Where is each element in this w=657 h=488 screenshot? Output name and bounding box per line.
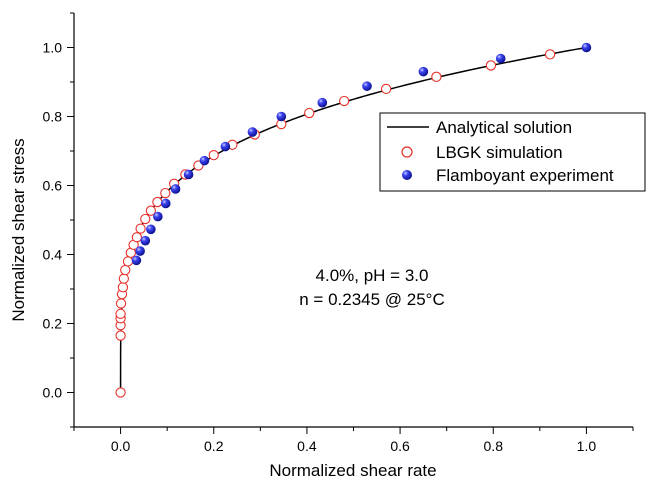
lbgk-point xyxy=(145,205,157,216)
lbgk-point xyxy=(122,256,134,267)
x-tick-label: 0.8 xyxy=(484,438,504,454)
x-tick-label: 0.2 xyxy=(204,438,224,454)
lbgk-point xyxy=(152,196,163,208)
lbgk-point xyxy=(380,83,392,95)
experiment-point xyxy=(131,255,142,266)
experiment-point xyxy=(146,224,156,235)
lbgk-point xyxy=(140,213,151,225)
experiment-point xyxy=(170,184,181,194)
flamboyant-experiment-series xyxy=(131,42,592,266)
y-tick-label: 0.2 xyxy=(43,316,63,332)
experiment-point xyxy=(362,81,372,91)
analytical-solution-series xyxy=(119,46,587,393)
lbgk-point xyxy=(431,71,442,82)
experiment-point xyxy=(153,211,163,222)
y-tick-label: 0.8 xyxy=(43,109,63,125)
legend-open-circle-swatch xyxy=(401,146,413,158)
experiment-point xyxy=(247,127,258,137)
lbgk-point xyxy=(208,149,219,161)
lbgk-point xyxy=(115,387,126,398)
experiment-point xyxy=(135,246,145,256)
y-tick-label: 0.0 xyxy=(43,385,63,401)
legend: Analytical solution LBGK simulation Flam… xyxy=(379,112,646,192)
experiment-point xyxy=(581,42,592,53)
experiment-point xyxy=(276,111,287,122)
x-tick-label: 1.0 xyxy=(577,438,597,454)
annotation-line-1: 4.0%, pH = 3.0 xyxy=(316,266,429,285)
lbgk-point xyxy=(115,308,126,319)
analytical-solution-line xyxy=(119,46,587,393)
experiment-point xyxy=(418,66,429,77)
legend-sphere-swatch xyxy=(402,170,412,180)
lbgk-point xyxy=(115,298,127,309)
legend-label-lbgk: LBGK simulation xyxy=(436,143,563,162)
experiment-point xyxy=(317,97,328,108)
y-tick-label: 0.4 xyxy=(43,247,63,263)
lbgk-point xyxy=(485,60,497,71)
lbgk-point xyxy=(117,282,129,293)
experiment-point xyxy=(495,53,506,64)
legend-label-flamboyant: Flamboyant experiment xyxy=(436,166,614,185)
experiment-point xyxy=(199,155,210,166)
lbgk-point xyxy=(135,223,146,234)
lbgk-simulation-series xyxy=(115,49,556,398)
lbgk-point xyxy=(131,232,143,243)
lbgk-point xyxy=(160,187,171,199)
legend-box xyxy=(379,112,646,192)
x-tick-label: 0.6 xyxy=(390,438,410,454)
lbgk-point xyxy=(118,273,129,284)
annotation: 4.0%, pH = 3.0 n = 0.2345 @ 25°C xyxy=(299,266,445,309)
experiment-point xyxy=(183,169,194,180)
experiment-point xyxy=(160,198,171,209)
x-axis-title: Normalized shear rate xyxy=(269,461,436,480)
y-tick-label: 0.6 xyxy=(43,178,63,194)
legend-label-analytical: Analytical solution xyxy=(436,118,572,137)
x-tick-label: 0.0 xyxy=(111,438,131,454)
experiment-point xyxy=(220,141,231,152)
x-tick-label: 0.4 xyxy=(297,438,317,454)
experiment-point xyxy=(140,235,151,246)
lbgk-point xyxy=(115,330,126,341)
y-axis-title: Normalized shear stress xyxy=(9,138,28,321)
lbgk-point xyxy=(339,95,350,107)
y-tick-label: 1.0 xyxy=(43,40,63,56)
lbgk-point xyxy=(544,49,556,60)
annotation-line-2: n = 0.2345 @ 25°C xyxy=(299,290,445,309)
lbgk-point xyxy=(304,107,315,119)
lbgk-point xyxy=(120,264,131,276)
plot-axes: 0.0 0.2 0.4 0.6 0.8 1.0 0.0 0.2 0.4 0.6 0.8 1.0 xyxy=(43,12,634,454)
